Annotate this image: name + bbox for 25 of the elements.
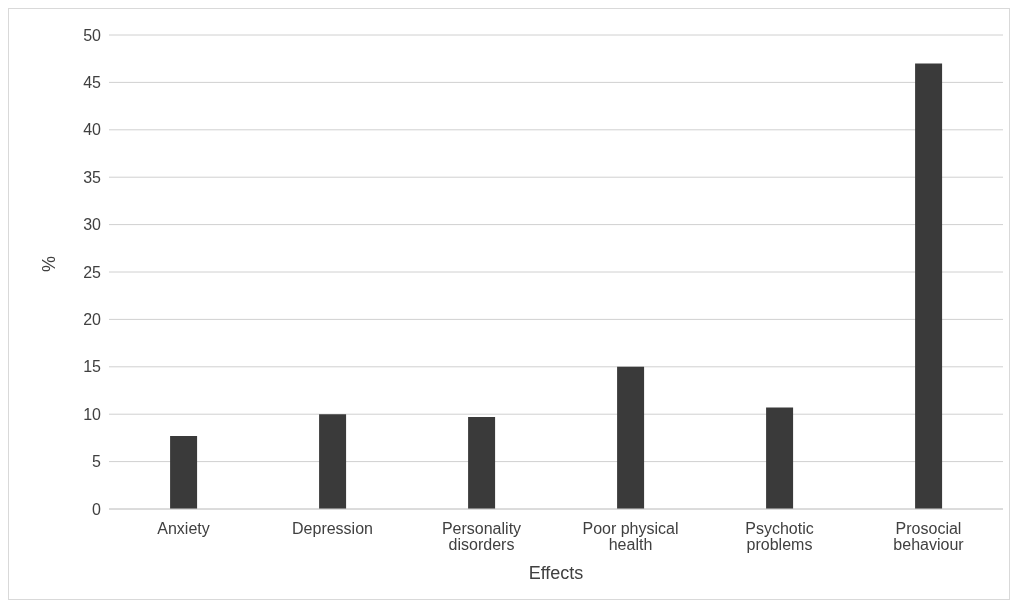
y-axis-title: % (39, 255, 60, 272)
y-tick-label: 5 (92, 453, 102, 471)
y-tick-label: 50 (83, 26, 102, 44)
bar (468, 417, 496, 509)
x-tick-label: Prosocial behaviour (893, 520, 965, 554)
x-tick-label: Poor physical health (582, 520, 679, 554)
y-tick-label: 10 (83, 405, 102, 423)
bar (170, 436, 198, 509)
bar (617, 366, 645, 509)
y-tick-label: 0 (92, 500, 102, 518)
y-tick-label: 35 (83, 168, 102, 186)
x-tick-label: Depression (292, 520, 373, 538)
y-tick-label: 25 (83, 263, 102, 281)
x-tick-label: Psychotic problems (745, 520, 814, 554)
y-tick-label: 20 (83, 311, 102, 329)
y-tick-label: 30 (83, 216, 102, 234)
y-tick-label: 40 (83, 121, 102, 139)
x-tick-label: Anxiety (157, 520, 210, 538)
bar (766, 407, 794, 509)
y-tick-label: 15 (83, 358, 102, 376)
bar (319, 414, 347, 509)
y-tick-label: 45 (83, 74, 102, 92)
bar (915, 63, 943, 509)
x-tick-label: Personality disorders (441, 520, 522, 554)
x-axis-title: Effects (528, 563, 584, 583)
